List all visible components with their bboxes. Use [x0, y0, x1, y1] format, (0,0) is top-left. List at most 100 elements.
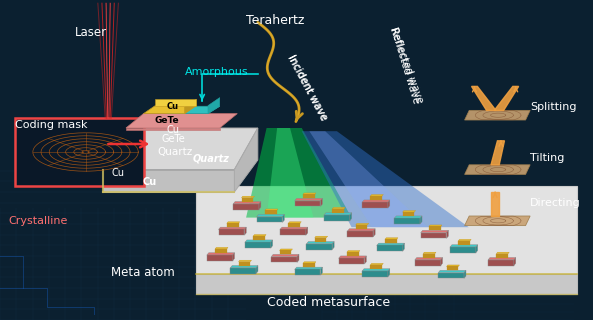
Polygon shape [423, 252, 436, 254]
Polygon shape [385, 239, 397, 243]
Polygon shape [167, 106, 220, 114]
Polygon shape [208, 98, 220, 114]
Polygon shape [365, 256, 366, 264]
Polygon shape [465, 165, 530, 174]
Polygon shape [447, 230, 448, 238]
Text: Reflected wave: Reflected wave [388, 27, 425, 105]
Polygon shape [241, 198, 253, 202]
Polygon shape [332, 242, 334, 250]
Text: Meta atom: Meta atom [111, 266, 175, 278]
Polygon shape [207, 253, 235, 255]
Text: Coding mask: Coding mask [15, 120, 87, 130]
Polygon shape [303, 263, 315, 267]
Polygon shape [362, 200, 390, 202]
Polygon shape [315, 236, 328, 238]
Polygon shape [184, 99, 196, 114]
Polygon shape [388, 200, 390, 208]
Polygon shape [464, 270, 466, 278]
Text: Reflected wave: Reflected wave [388, 26, 420, 105]
Polygon shape [295, 269, 320, 275]
Polygon shape [450, 247, 476, 253]
Polygon shape [465, 216, 530, 226]
Polygon shape [241, 196, 254, 198]
Polygon shape [246, 128, 352, 218]
Polygon shape [307, 242, 334, 244]
Polygon shape [403, 243, 404, 251]
Polygon shape [371, 196, 382, 200]
Polygon shape [245, 240, 273, 242]
Text: Cu: Cu [111, 168, 125, 178]
Polygon shape [215, 249, 227, 253]
Polygon shape [362, 271, 388, 277]
Polygon shape [270, 240, 273, 248]
Polygon shape [514, 258, 516, 266]
Polygon shape [227, 222, 240, 223]
Polygon shape [253, 236, 265, 240]
Text: Amorphous: Amorphous [184, 67, 248, 77]
Polygon shape [265, 211, 277, 214]
Text: Directing: Directing [530, 198, 581, 208]
Polygon shape [232, 253, 235, 261]
Polygon shape [103, 170, 234, 192]
Polygon shape [371, 263, 383, 265]
Polygon shape [373, 229, 375, 237]
Polygon shape [320, 198, 323, 206]
Polygon shape [234, 128, 258, 192]
Polygon shape [279, 249, 292, 251]
Polygon shape [265, 209, 278, 211]
Polygon shape [350, 213, 352, 221]
Polygon shape [491, 141, 505, 165]
Text: Incident wave: Incident wave [285, 53, 328, 123]
Polygon shape [347, 252, 359, 256]
Polygon shape [496, 254, 508, 258]
Polygon shape [307, 244, 332, 250]
Polygon shape [244, 227, 246, 235]
Polygon shape [324, 213, 352, 215]
Polygon shape [488, 260, 514, 266]
Polygon shape [303, 262, 316, 263]
Polygon shape [253, 235, 266, 236]
Polygon shape [458, 241, 470, 245]
Polygon shape [385, 238, 398, 239]
Polygon shape [238, 262, 250, 266]
Polygon shape [280, 227, 308, 229]
Polygon shape [415, 260, 441, 266]
Polygon shape [356, 223, 369, 225]
Polygon shape [297, 254, 299, 262]
Polygon shape [371, 265, 382, 269]
Polygon shape [288, 222, 301, 223]
Polygon shape [362, 269, 390, 271]
Polygon shape [423, 254, 435, 258]
Polygon shape [302, 131, 468, 227]
Polygon shape [233, 204, 259, 210]
Polygon shape [458, 239, 471, 241]
Polygon shape [271, 257, 297, 262]
Polygon shape [279, 251, 291, 254]
Polygon shape [420, 233, 447, 238]
Polygon shape [271, 254, 299, 257]
Polygon shape [403, 211, 416, 212]
Polygon shape [388, 269, 390, 277]
Polygon shape [315, 238, 327, 242]
Polygon shape [155, 99, 196, 106]
Polygon shape [415, 258, 442, 260]
Polygon shape [496, 252, 509, 254]
Text: Laser: Laser [75, 26, 107, 38]
Polygon shape [471, 86, 496, 110]
Polygon shape [259, 202, 261, 210]
Text: Splitting: Splitting [530, 102, 577, 112]
Polygon shape [488, 258, 516, 260]
Polygon shape [196, 186, 577, 274]
Polygon shape [394, 218, 420, 224]
Polygon shape [282, 214, 284, 222]
Polygon shape [256, 266, 258, 274]
Polygon shape [377, 245, 403, 251]
Text: Cu: Cu [142, 177, 157, 188]
Text: Terahertz: Terahertz [246, 14, 305, 27]
Polygon shape [245, 242, 270, 248]
Polygon shape [362, 202, 388, 208]
Polygon shape [347, 231, 373, 237]
Polygon shape [306, 227, 308, 235]
Polygon shape [144, 106, 196, 114]
Text: Coded metasurface: Coded metasurface [266, 296, 390, 309]
